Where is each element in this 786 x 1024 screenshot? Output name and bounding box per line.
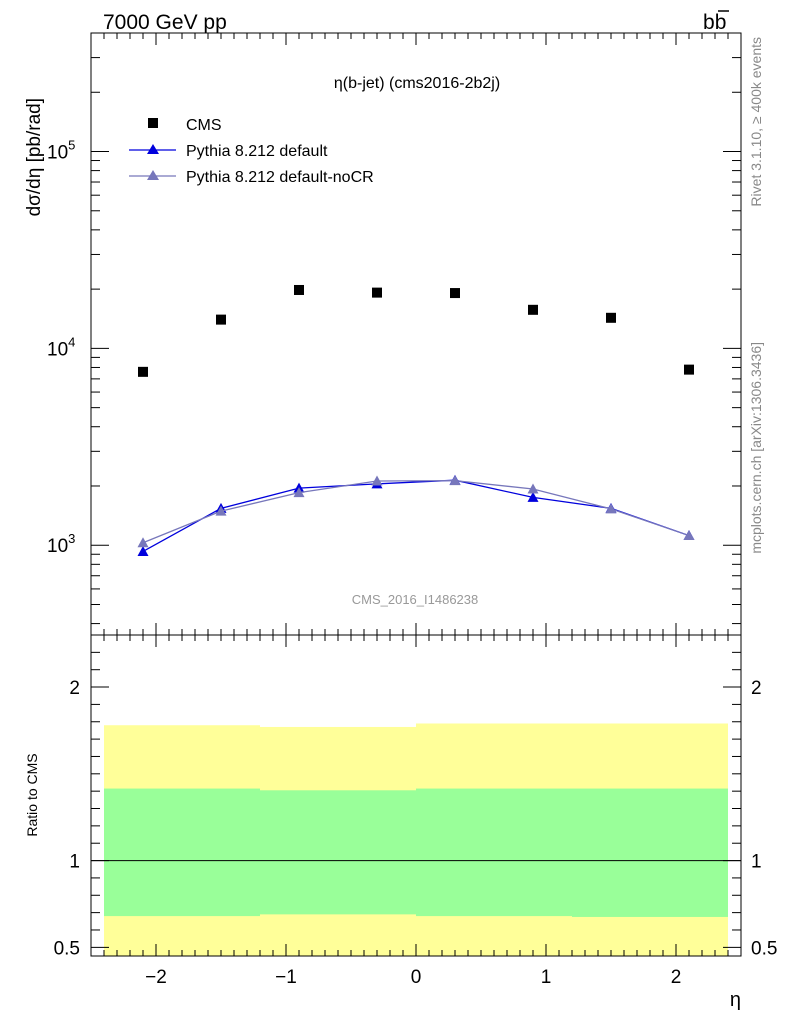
mcplots-label: mcplots.cern.ch [arXiv:1306.3436] (748, 342, 764, 554)
final-state-b: b (703, 11, 715, 34)
data-point-marker (606, 312, 616, 323)
ratio-y-tick-label-left: 0.5 (54, 938, 80, 959)
y-tick-label-exponent: 4 (68, 334, 75, 349)
x-tick-label: −2 (145, 967, 167, 988)
legend-label-pythia-default: Pythia 8.212 default (186, 143, 328, 160)
ratio-y-tick-label-left: 2 (69, 678, 80, 699)
ratio-y-tick-label-right: 2 (751, 678, 762, 699)
ratio-y-tick-label-right: 1 (751, 852, 762, 873)
series-line (142, 479, 690, 553)
y-tick-label: 103 (47, 531, 75, 557)
ratio-bands (104, 723, 728, 956)
data-point-marker (215, 505, 227, 516)
process-label: 7000 GeV pp (103, 11, 227, 34)
legend-label-cms: CMS (186, 117, 222, 134)
ratio-y-axis-label: Ratio to CMS (24, 753, 40, 836)
x-tick-label: 2 (671, 967, 682, 988)
ratio-band-inner-1 (260, 790, 416, 915)
data-point-marker (605, 503, 617, 514)
y-tick-label: 104 (47, 334, 75, 360)
y-tick-label-base: 10 (47, 536, 68, 557)
legend-marker-cms (148, 118, 158, 128)
axis-ticks (90, 32, 742, 956)
legend-marker-pythia-default (147, 144, 159, 154)
data-point-marker (528, 304, 538, 315)
data-point-marker (527, 483, 539, 494)
legend-label-pythia-nocr: Pythia 8.212 default-noCR (186, 169, 374, 186)
data-point-marker (371, 475, 383, 486)
ratio-band-inner-3 (572, 788, 728, 917)
data-point-marker (683, 530, 695, 541)
data-point-marker (138, 366, 148, 377)
data-point-marker (450, 288, 460, 299)
legend: CMS Pythia 8.212 default Pythia 8.212 de… (129, 117, 374, 186)
x-tick-label: −1 (275, 967, 297, 988)
ratio-y-tick-label-left: 1 (69, 852, 80, 873)
y-tick-label-exponent: 3 (68, 531, 75, 546)
y-tick-label: 105 (47, 138, 75, 164)
y-tick-label-exponent: 5 (68, 138, 75, 153)
ratio-band-inner-0 (104, 788, 260, 917)
data-point-marker (449, 475, 461, 486)
data-point-marker (293, 487, 305, 498)
series-line (142, 479, 690, 544)
ratio-band-inner-2 (416, 788, 572, 917)
rivet-version-label: Rivet 3.1.10, ≥ 400k events (748, 37, 764, 207)
plot-title: η(b-jet) (cms2016-2b2j) (334, 75, 500, 92)
data-point-marker (527, 491, 539, 502)
data-point-marker (372, 287, 382, 298)
data-point-marker (294, 284, 304, 295)
data-point-marker (684, 364, 694, 375)
ratio-y-tick-label-right: 0.5 (751, 938, 777, 959)
y-tick-label-base: 10 (47, 339, 68, 360)
final-state-label: bb (703, 11, 726, 34)
y-tick-label-base: 10 (47, 143, 68, 164)
x-axis-label: η (730, 989, 741, 1011)
data-point-marker (137, 537, 149, 548)
analysis-watermark: CMS_2016_I1486238 (352, 592, 479, 607)
y-axis-label: dσ/dη [pb/rad] (24, 98, 45, 216)
series-2 (137, 475, 695, 548)
legend-marker-pythia-nocr (147, 170, 159, 180)
x-tick-label: 0 (411, 967, 422, 988)
data-point-marker (216, 314, 226, 325)
series-0 (138, 284, 694, 377)
x-tick-label: 1 (541, 967, 552, 988)
data-series (137, 284, 695, 556)
data-point-marker (137, 545, 149, 556)
final-state-bbar: b (715, 11, 727, 34)
